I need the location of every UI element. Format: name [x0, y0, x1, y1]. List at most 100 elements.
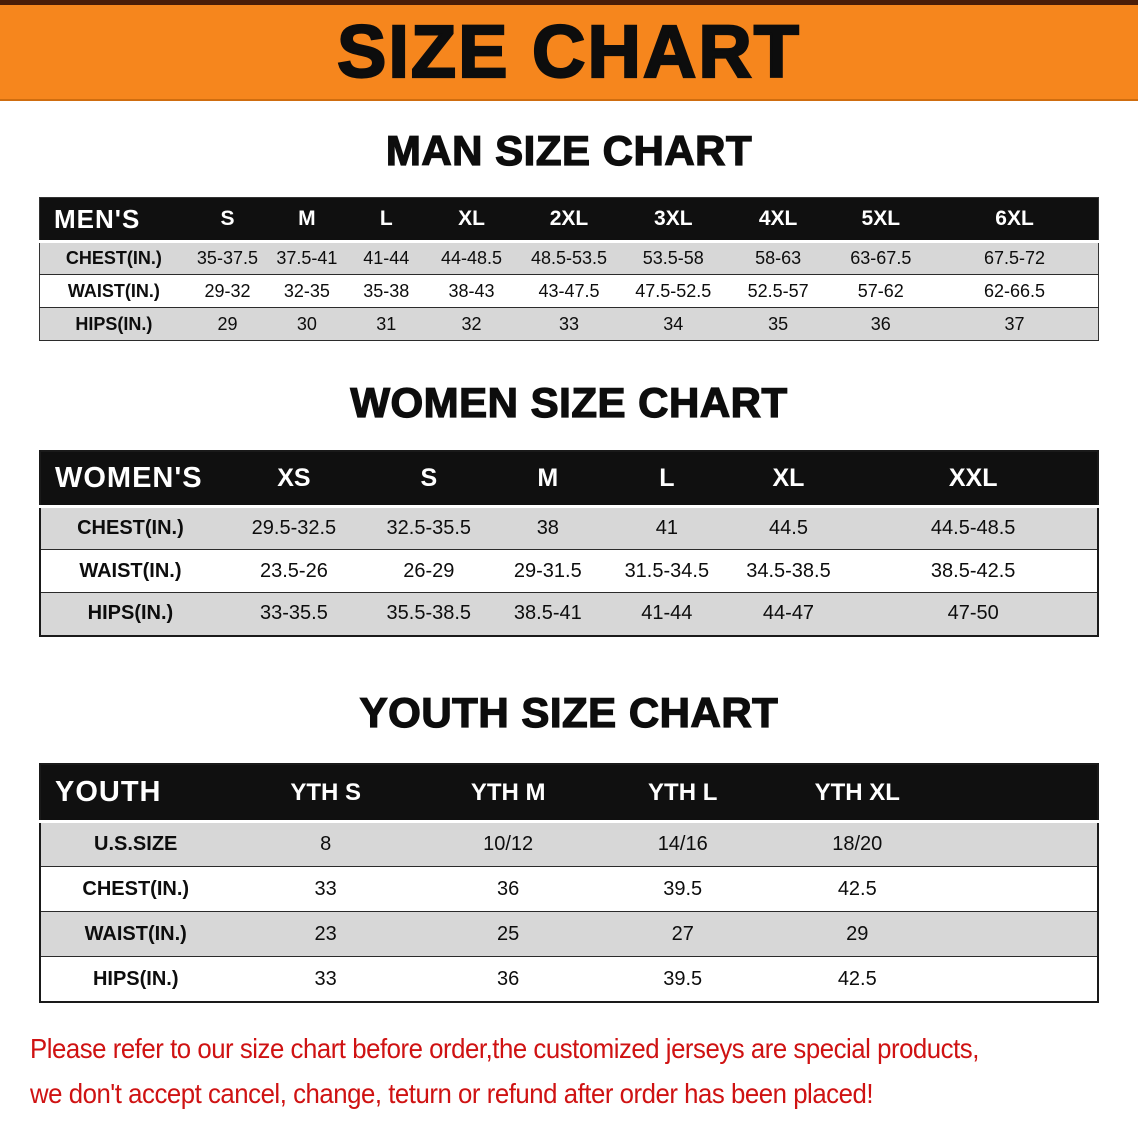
disclaimer-line-2: we don't accept cancel, change, teturn o… [30, 1077, 874, 1109]
size-cell: 47.5-52.5 [635, 280, 712, 301]
size-cell: 30 [296, 313, 317, 334]
men-section: MAN SIZE CHART MEN'S S M L XL 2XL 3XL 4X… [0, 126, 1138, 342]
size-cell: 44-48.5 [441, 248, 503, 269]
women-header-row: WOMEN'S XS S M L XL XXL [40, 450, 1098, 509]
size-col-header: YTH S [230, 763, 421, 824]
row-label: CHEST(IN.) [82, 877, 190, 900]
size-cell: 34 [663, 313, 684, 334]
size-col-header: 4XL [725, 197, 831, 244]
size-cell: 36 [870, 313, 891, 334]
size-cell: 23.5-26 [259, 559, 328, 582]
size-col-header: XL [426, 197, 518, 244]
women-size-table: WOMEN'S XS S M L XL XXL CHEST(IN.) 29.5-… [39, 449, 1099, 637]
women-hips-row: HIPS(IN.) 33-35.5 35.5-38.5 38.5-41 41-4… [40, 592, 1098, 636]
women-heading: WOMEN SIZE CHART [350, 379, 788, 427]
size-col-header: XL [727, 450, 850, 509]
row-label: HIPS(IN.) [75, 313, 153, 334]
size-col-header: 6XL [931, 197, 1099, 244]
size-cell: 18/20 [832, 833, 883, 856]
size-cell: 32.5-35.5 [386, 517, 472, 540]
size-col-header: S [187, 197, 268, 244]
size-cell: 37.5-41 [276, 248, 338, 269]
size-cell: 29 [846, 922, 869, 945]
women-waist-row: WAIST(IN.) 23.5-26 26-29 29-31.5 31.5-34… [40, 549, 1098, 593]
size-cell: 36 [497, 877, 520, 900]
spacer-cell [945, 822, 1098, 867]
women-section: WOMEN SIZE CHART WOMEN'S XS S M L XL XXL [0, 379, 1138, 637]
size-cell: 35 [768, 313, 789, 334]
size-cell: 43-47.5 [538, 280, 600, 301]
size-cell: 38 [536, 517, 559, 540]
size-cell: 29-32 [204, 280, 251, 301]
size-col-header: M [489, 450, 606, 509]
spacer-cell [945, 912, 1098, 957]
size-cell: 35.5-38.5 [386, 602, 472, 625]
row-label: WAIST(IN.) [79, 559, 182, 582]
size-cell: 67.5-72 [984, 248, 1046, 269]
size-col-header: XS [219, 450, 368, 509]
size-cell: 37 [1004, 313, 1025, 334]
disclaimer: Please refer to our size chart before or… [30, 1027, 1138, 1117]
size-cell: 58-63 [755, 248, 802, 269]
size-cell: 38-43 [448, 280, 495, 301]
size-cell: 32 [461, 313, 482, 334]
men-hips-row: HIPS(IN.) 29 30 31 32 33 34 35 36 37 [39, 307, 1099, 341]
size-cell: 26-29 [403, 559, 455, 582]
size-cell: 29.5-32.5 [251, 517, 337, 540]
size-cell: 29-31.5 [513, 559, 582, 582]
men-table-title: MEN'S [39, 197, 188, 244]
size-col-header: 5XL [830, 197, 932, 244]
row-label: HIPS(IN.) [92, 967, 179, 990]
size-cell: 25 [497, 922, 520, 945]
row-label: WAIST(IN.) [84, 922, 187, 945]
size-cell: 52.5-57 [747, 280, 809, 301]
size-cell: 36 [497, 967, 520, 990]
size-col-header: XXL [849, 450, 1098, 509]
men-size-table: MEN'S S M L XL 2XL 3XL 4XL 5XL 6XL CHEST… [39, 197, 1099, 342]
size-cell: 33 [314, 967, 337, 990]
size-cell: 27 [671, 922, 694, 945]
size-cell: 41 [655, 517, 678, 540]
youth-hips-row: HIPS(IN.) 33 36 39.5 42.5 [40, 956, 1098, 1002]
size-cell: 44.5 [769, 517, 808, 540]
youth-size-table: YOUTH YTH S YTH M YTH L YTH XL U.S.SIZE … [39, 762, 1099, 1003]
youth-section: YOUTH SIZE CHART YOUTH YTH S YTH M YTH L… [0, 688, 1138, 1003]
youth-waist-row: WAIST(IN.) 23 25 27 29 [40, 911, 1098, 957]
size-cell: 33 [558, 313, 579, 334]
size-cell: 38.5-42.5 [930, 559, 1016, 582]
disclaimer-line-1: Please refer to our size chart before or… [30, 1032, 979, 1064]
row-label: WAIST(IN.) [67, 280, 160, 301]
women-table-title: WOMEN'S [40, 450, 220, 509]
size-cell: 39.5 [663, 967, 703, 990]
size-col-header: S [367, 450, 490, 509]
size-cell: 44-47 [762, 602, 815, 625]
size-cell: 14/16 [657, 833, 708, 856]
page-title: SIZE CHART [336, 10, 801, 93]
row-label: CHEST(IN.) [77, 517, 184, 540]
size-cell: 35-37.5 [196, 248, 258, 269]
size-cell: 10/12 [483, 833, 534, 856]
size-cell: 29 [217, 313, 238, 334]
youth-table-title: YOUTH [40, 763, 231, 824]
size-cell: 31.5-34.5 [624, 559, 710, 582]
size-cell: 38.5-41 [513, 602, 582, 625]
size-cell: 41-44 [641, 602, 693, 625]
size-cell: 63-67.5 [850, 248, 912, 269]
men-chest-row: CHEST(IN.) 35-37.5 37.5-41 41-44 44-48.5… [39, 241, 1099, 275]
men-waist-row: WAIST(IN.) 29-32 32-35 35-38 38-43 43-47… [39, 274, 1099, 308]
size-cell: 34.5-38.5 [746, 559, 831, 582]
size-cell: 42.5 [837, 967, 877, 990]
size-cell: 57-62 [857, 280, 904, 301]
size-cell: 44.5-48.5 [930, 517, 1016, 540]
size-cell: 42.5 [837, 877, 877, 900]
size-cell: 53.5-58 [642, 248, 704, 269]
youth-ussize-row: U.S.SIZE 8 10/12 14/16 18/20 [40, 821, 1098, 867]
size-cell: 41-44 [363, 248, 410, 269]
size-cell: 47-50 [947, 602, 999, 625]
men-heading: MAN SIZE CHART [385, 126, 753, 174]
size-cell: 33 [314, 877, 337, 900]
youth-header-row: YOUTH YTH S YTH M YTH L YTH XL [40, 763, 1098, 824]
size-cell: 48.5-53.5 [530, 248, 607, 269]
size-col-header: YTH XL [770, 763, 945, 824]
size-col-header: L [606, 450, 728, 509]
